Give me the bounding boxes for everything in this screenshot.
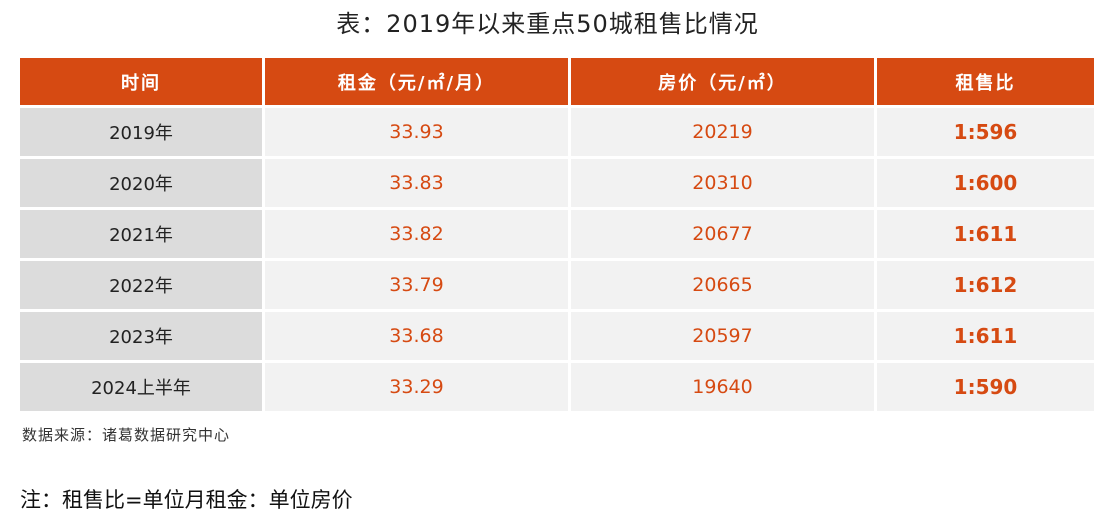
cell-time: 2024上半年 <box>20 363 265 414</box>
header-time: 时间 <box>20 58 265 108</box>
cell-time: 2022年 <box>20 261 265 312</box>
cell-ratio: 1:611 <box>877 312 1094 363</box>
table-row: 2019年 33.93 20219 1:596 <box>20 108 1094 159</box>
footnote: 注：租售比=单位月租金：单位房价 <box>20 488 353 512</box>
cell-price: 20219 <box>571 108 877 159</box>
table-row: 2022年 33.79 20665 1:612 <box>20 261 1094 312</box>
cell-rent: 33.83 <box>265 159 571 210</box>
cell-rent: 33.68 <box>265 312 571 363</box>
cell-price: 19640 <box>571 363 877 414</box>
cell-time: 2020年 <box>20 159 265 210</box>
cell-ratio: 1:596 <box>877 108 1094 159</box>
table-title: 表：2019年以来重点50城租售比情况 <box>336 10 759 38</box>
header-price: 房价（元/㎡） <box>571 58 877 108</box>
cell-ratio: 1:600 <box>877 159 1094 210</box>
table-header-row: 时间 租金（元/㎡/月） 房价（元/㎡） 租售比 <box>20 58 1094 108</box>
cell-price: 20597 <box>571 312 877 363</box>
table-row: 2021年 33.82 20677 1:611 <box>20 210 1094 261</box>
cell-rent: 33.93 <box>265 108 571 159</box>
cell-ratio: 1:590 <box>877 363 1094 414</box>
data-source: 数据来源：诸葛数据研究中心 <box>22 426 231 444</box>
cell-ratio: 1:612 <box>877 261 1094 312</box>
cell-ratio: 1:611 <box>877 210 1094 261</box>
cell-time: 2023年 <box>20 312 265 363</box>
cell-rent: 33.29 <box>265 363 571 414</box>
table-row: 2023年 33.68 20597 1:611 <box>20 312 1094 363</box>
cell-time: 2019年 <box>20 108 265 159</box>
cell-time: 2021年 <box>20 210 265 261</box>
header-rent: 租金（元/㎡/月） <box>265 58 571 108</box>
cell-price: 20310 <box>571 159 877 210</box>
cell-price: 20677 <box>571 210 877 261</box>
cell-rent: 33.79 <box>265 261 571 312</box>
cell-price: 20665 <box>571 261 877 312</box>
rent-sale-ratio-table: 时间 租金（元/㎡/月） 房价（元/㎡） 租售比 2019年 33.93 202… <box>20 58 1094 414</box>
cell-rent: 33.82 <box>265 210 571 261</box>
header-ratio: 租售比 <box>877 58 1094 108</box>
table-row: 2020年 33.83 20310 1:600 <box>20 159 1094 210</box>
table-row: 2024上半年 33.29 19640 1:590 <box>20 363 1094 414</box>
